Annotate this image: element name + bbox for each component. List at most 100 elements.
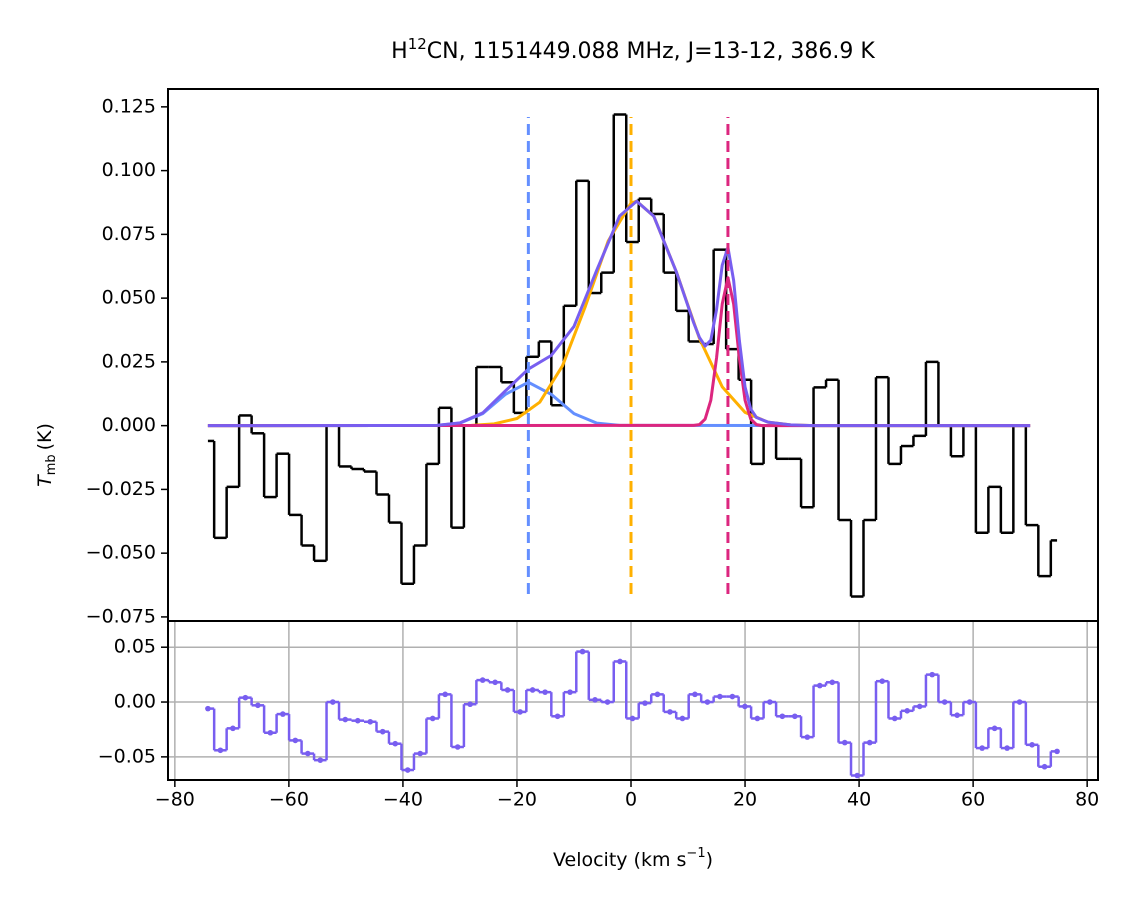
fit-line [207,380,1031,428]
residual-point [329,699,336,705]
y-axis-label: Tmb (K) [34,423,59,487]
title-rest: CN, 1151449.088 MHz, J=13-12, 386.9 K [427,39,876,64]
residual-point [354,717,361,724]
residual-point [492,679,498,686]
x-tick-label: 40 [847,789,871,811]
ylabel-symbol: T [34,474,56,487]
residual-point [979,745,985,751]
fit-line [207,199,1031,428]
y-tick-label: 0.125 [102,95,156,117]
residual-point [879,678,886,685]
residual-point [654,691,661,698]
residual-point [392,740,399,747]
residual-point [1016,699,1023,705]
y-tick-label: 0.00 [114,691,156,713]
residual-point [292,737,299,744]
y-tick-label: −0.05 [98,745,156,767]
residual-point [804,734,811,740]
residual-point [667,709,673,715]
title-sup: 12 [408,35,427,53]
residual-point [829,679,836,686]
residual-point [404,767,411,773]
residual-point [617,658,623,665]
residual-point [280,711,286,717]
residual-point [529,687,536,693]
y-tick-label: 0.050 [102,287,156,309]
residual-point [567,689,573,695]
x-tick-label: 60 [961,789,985,811]
residual-point [504,687,511,693]
residual-point [966,699,973,705]
ylabel-unit: (K) [34,423,56,450]
residual-point [255,702,261,709]
residual-point [904,708,911,714]
residual-point [742,703,748,710]
residual-point [230,725,236,732]
residual-point [579,648,586,655]
residual-point [267,729,274,736]
residual-point [217,747,224,754]
residual-point [542,689,548,695]
y-tick-label: 0.000 [102,414,156,436]
residual-point [379,728,386,735]
residual-point [517,709,523,715]
residual-point [242,694,249,701]
residual-point [592,697,598,703]
y-tick-label: −0.050 [86,542,156,564]
residual-point [1029,742,1035,748]
residual-point [916,703,923,710]
residual-point [342,716,349,723]
residual-point [779,713,786,720]
axes-frame [167,620,1099,781]
residual-point [717,693,723,700]
residual-point [305,750,311,757]
xlabel-main: Velocity (km s [553,849,686,871]
residual-point [467,701,473,708]
residual-point [767,699,773,705]
x-axis-label: Velocity (km s−1) [553,846,713,871]
y-tick-label: −0.025 [86,478,156,500]
x-tick-label: −60 [269,789,309,811]
xlabel-sup: −1 [686,846,705,861]
x-tick-label: 80 [1075,789,1099,811]
chart-title: H12CN, 1151449.088 MHz, J=13-12, 386.9 K [391,35,875,65]
y-tick-label: 0.025 [102,350,156,372]
x-tick-label: −80 [155,789,195,811]
residual-point [429,715,436,722]
residual-point [442,691,448,698]
residual-point [816,682,823,689]
y-tick-label: −0.075 [86,605,156,627]
residual-point [929,671,935,678]
y-tick-label: 0.100 [102,159,156,181]
title-main: H [391,39,408,64]
residual-point [792,713,798,720]
residual-point [704,699,711,705]
residual-point [479,677,486,683]
x-tick-label: −40 [383,789,423,811]
residual-point [629,715,636,722]
residual-point [604,699,611,705]
residual-point [554,713,561,720]
residual-point [854,772,861,779]
residual-point [317,757,324,763]
y-tick-label: 0.05 [114,636,156,658]
axes-frame [167,88,1099,622]
fit-line [207,276,1031,428]
x-tick-label: 0 [625,789,637,811]
residual-point [941,699,948,705]
residual-point [991,725,998,732]
residual-point [954,712,960,718]
residual-point [729,693,736,700]
x-tick-label: 20 [733,789,757,811]
residual-point [891,715,898,722]
residual-point [642,700,648,706]
residual-point [205,705,211,712]
residual-point [841,739,848,746]
residual-point [866,739,873,746]
residual-point [367,718,374,725]
x-tick-label: −20 [497,789,537,811]
residual-point [754,715,761,722]
residual-point [692,691,698,698]
